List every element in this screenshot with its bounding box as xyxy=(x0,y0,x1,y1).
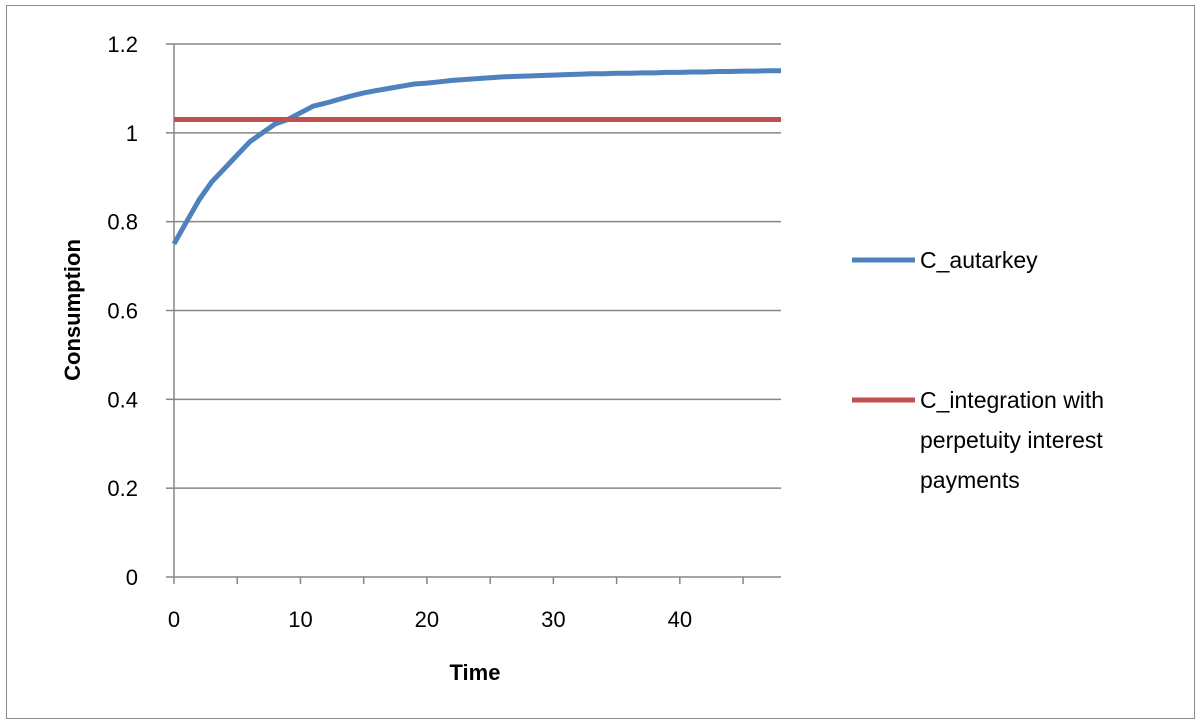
gridlines xyxy=(174,43,781,489)
chart-frame xyxy=(6,5,1195,719)
y-tick-label: 0.6 xyxy=(107,299,138,324)
x-tick-label: 0 xyxy=(168,607,180,632)
tick-labels: 0 0.2 0.4 0.6 0.8 1 1.2 0 10 20 30 40 xyxy=(107,32,692,632)
y-tick-label: 0.2 xyxy=(107,476,138,501)
legend-item-c-autarkey: C_autarkey xyxy=(852,247,1038,273)
x-tick-label: 40 xyxy=(668,607,692,632)
x-axis-title: Time xyxy=(450,660,501,685)
y-tick-label: 0.4 xyxy=(107,387,138,412)
legend-label-c-integration-line-1: C_integration with xyxy=(920,387,1104,413)
series-line-c-autarkey xyxy=(171,68,781,246)
legend-label-c-integration-line-3: payments xyxy=(920,467,1020,493)
x-tick-label: 30 xyxy=(541,607,565,632)
y-axis-title: Consumption xyxy=(60,239,85,381)
y-tick-label: 1 xyxy=(126,121,138,146)
series-lines xyxy=(171,68,781,246)
x-tick-label: 20 xyxy=(415,607,439,632)
y-tick-label: 0 xyxy=(126,565,138,590)
legend-label-c-integration-line-2: perpetuity interest xyxy=(920,427,1103,453)
legend: C_autarkey C_integration with perpetuity… xyxy=(852,247,1104,493)
x-tick-label: 10 xyxy=(288,607,312,632)
legend-label-c-autarkey: C_autarkey xyxy=(920,247,1038,273)
y-tick-label: 1.2 xyxy=(107,32,138,57)
axes xyxy=(166,43,781,584)
y-tick-label: 0.8 xyxy=(107,210,138,235)
legend-item-c-integration: C_integration with perpetuity interest p… xyxy=(852,387,1104,493)
